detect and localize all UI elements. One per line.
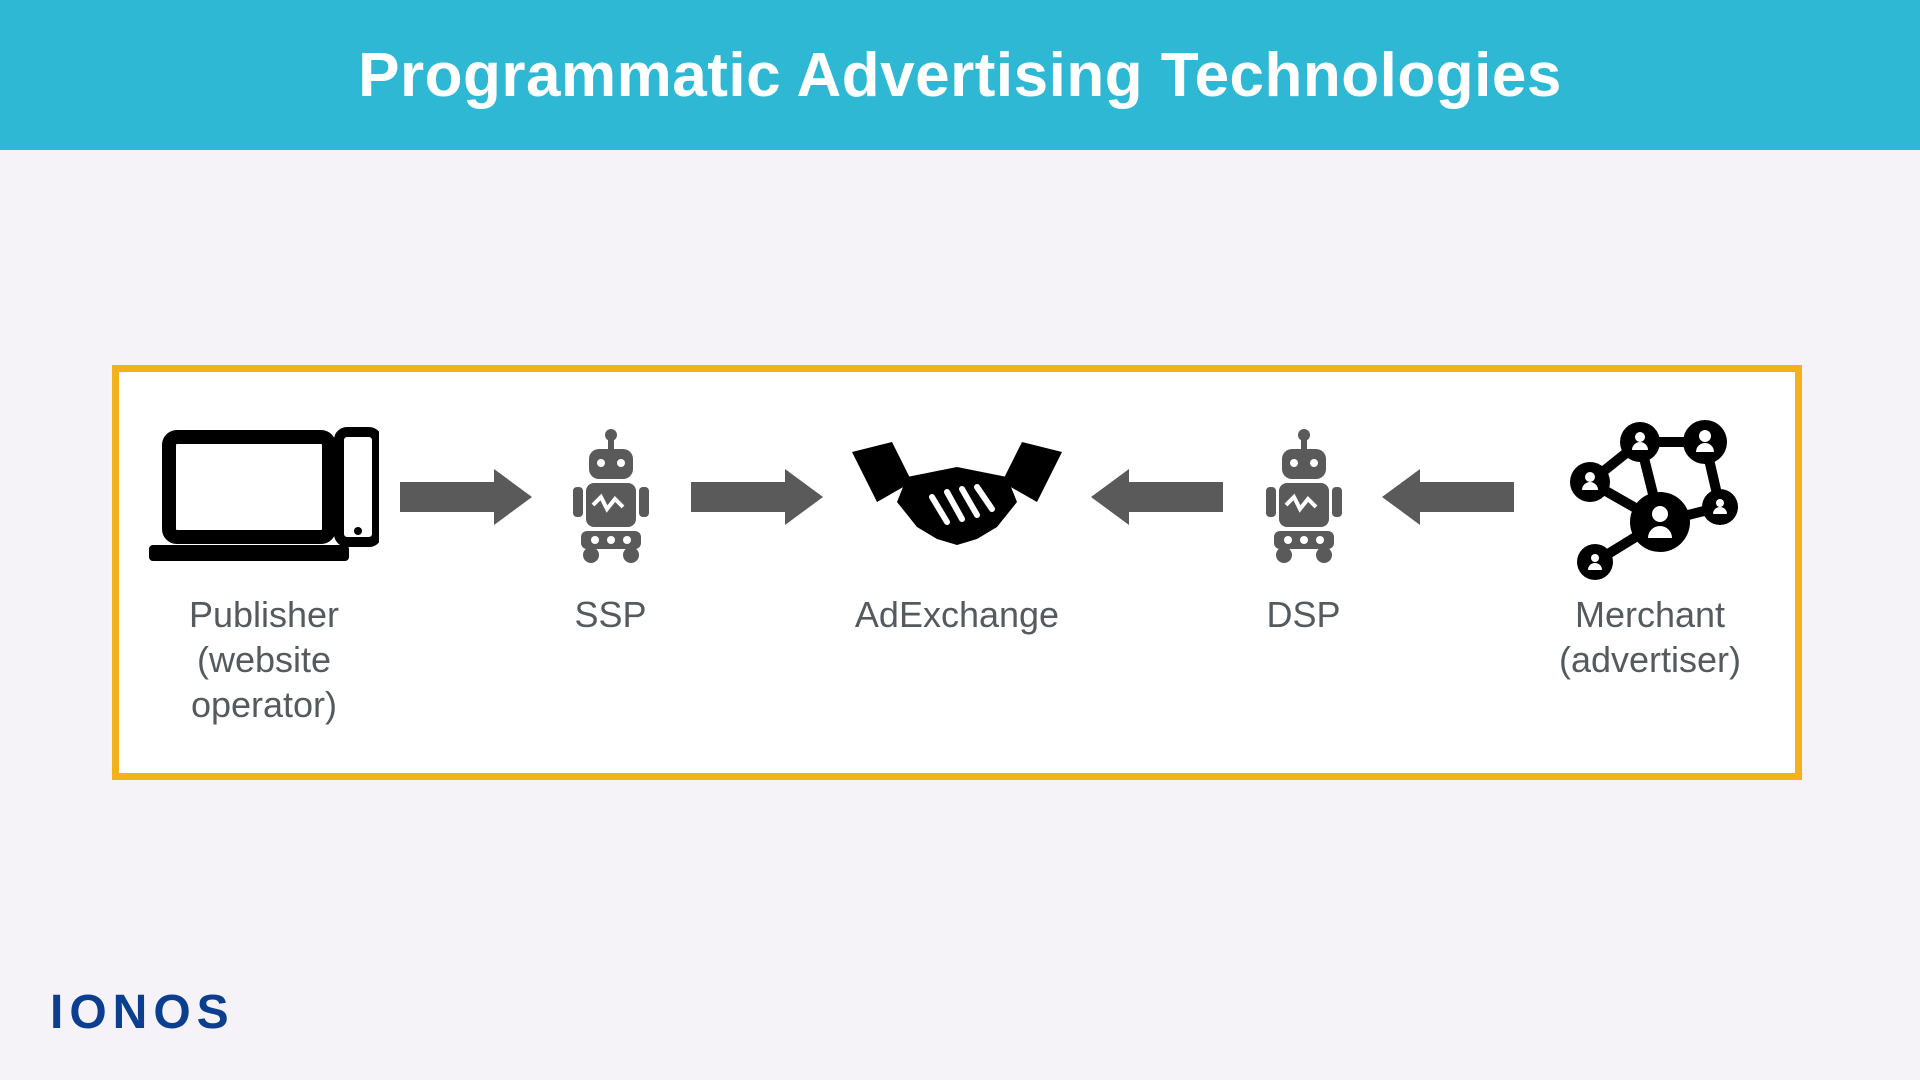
devices-icon <box>149 412 379 582</box>
diagram-box: Publisher (website operator) <box>112 365 1802 780</box>
arrow-4 <box>1379 412 1519 582</box>
node-ssp: SSP <box>551 412 671 637</box>
node-dsp: DSP <box>1244 412 1364 637</box>
handshake-icon <box>847 412 1067 582</box>
robot-icon <box>1254 412 1354 582</box>
node-adexchange-label: AdExchange <box>855 592 1059 637</box>
page-title: Programmatic Advertising Technologies <box>358 40 1562 111</box>
node-dsp-label: DSP <box>1266 592 1340 637</box>
network-icon <box>1550 412 1750 582</box>
flow-row: Publisher (website operator) <box>119 412 1795 747</box>
arrow-2 <box>686 412 826 582</box>
node-publisher-label: Publisher (website operator) <box>189 592 339 727</box>
node-publisher: Publisher (website operator) <box>149 412 379 727</box>
arrow-3 <box>1088 412 1228 582</box>
node-merchant-label: Merchant (advertiser) <box>1559 592 1741 682</box>
arrow-1 <box>395 412 535 582</box>
node-merchant: Merchant (advertiser) <box>1535 412 1765 682</box>
node-adexchange: AdExchange <box>842 412 1072 637</box>
header-bar: Programmatic Advertising Technologies <box>0 0 1920 150</box>
canvas-area: Publisher (website operator) <box>0 150 1920 1080</box>
robot-icon <box>561 412 661 582</box>
node-ssp-label: SSP <box>574 592 646 637</box>
brand-logo: IONOS <box>50 985 235 1040</box>
